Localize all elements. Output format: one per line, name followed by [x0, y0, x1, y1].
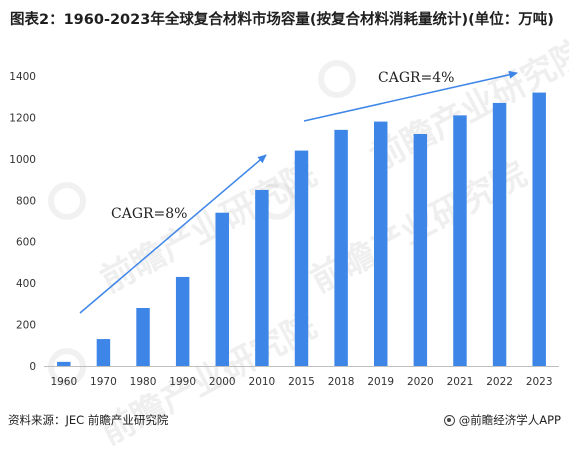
x-tick-label: 1970: [90, 376, 117, 388]
brand-credit-text: @前瞻经济学人APP: [458, 413, 561, 427]
y-tick-label: 0: [29, 361, 36, 373]
bar-2000: [215, 212, 230, 366]
x-tick-label: 1960: [50, 376, 77, 388]
x-tick-label: 1990: [169, 376, 196, 388]
y-tick-label: 400: [16, 278, 36, 290]
y-tick-label: 1400: [9, 71, 36, 83]
bar-1960: [57, 361, 71, 366]
y-tick-label: 600: [16, 237, 36, 249]
brand-credit: @前瞻经济学人APP: [443, 412, 561, 428]
cagr-arrow-2: [303, 70, 518, 122]
x-tick-label: 2015: [288, 376, 315, 388]
bar-2023: [532, 92, 546, 367]
bar-2018: [334, 129, 348, 366]
cagr-arrow-1: [79, 154, 267, 314]
source-note: 资料来源：JEC 前瞻产业研究院: [8, 413, 169, 427]
bar-1980: [136, 308, 150, 366]
cagr-label-1: CAGR=8%: [111, 206, 188, 222]
y-axis: 0 200 400 600 800 1000 1200 1400: [9, 71, 36, 373]
bar-2020: [413, 134, 428, 366]
cagr-label-2: CAGR=4%: [378, 70, 455, 86]
y-tick-label: 1200: [9, 112, 36, 124]
bar-2015: [294, 150, 309, 366]
x-tick-label: 2021: [447, 376, 474, 388]
x-axis: 1960 1970 1980 1990 2000 2010 2015 2018 2019 2020…: [50, 376, 552, 388]
x-tick-label: 2018: [328, 376, 355, 388]
watermark-logo-icon: [318, 60, 356, 98]
bar-1970: [96, 339, 111, 366]
x-tick-label: 2000: [209, 376, 236, 388]
bars-group: [57, 92, 546, 367]
x-tick-label: 2020: [407, 376, 434, 388]
y-tick-label: 800: [16, 195, 36, 207]
x-tick-label: 1980: [130, 376, 157, 388]
y-tick-label: 1000: [9, 154, 36, 166]
bar-2019: [373, 121, 388, 366]
bar-2010: [255, 189, 269, 366]
y-tick-label: 200: [16, 320, 36, 332]
bar-1990: [175, 276, 190, 366]
bar-2021: [453, 115, 467, 366]
bar-2022: [492, 102, 507, 366]
x-tick-label: 2023: [526, 376, 553, 388]
x-tick-label: 2022: [486, 376, 513, 388]
brand-logo-icon: [443, 414, 455, 426]
x-tick-label: 2010: [249, 376, 276, 388]
chart-title: 图表2：1960-2023年全球复合材料市场容量(按复合材料消耗量统计)(单位：…: [10, 12, 554, 28]
x-tick-label: 2019: [367, 376, 394, 388]
watermark-logo-icon: [48, 182, 86, 220]
